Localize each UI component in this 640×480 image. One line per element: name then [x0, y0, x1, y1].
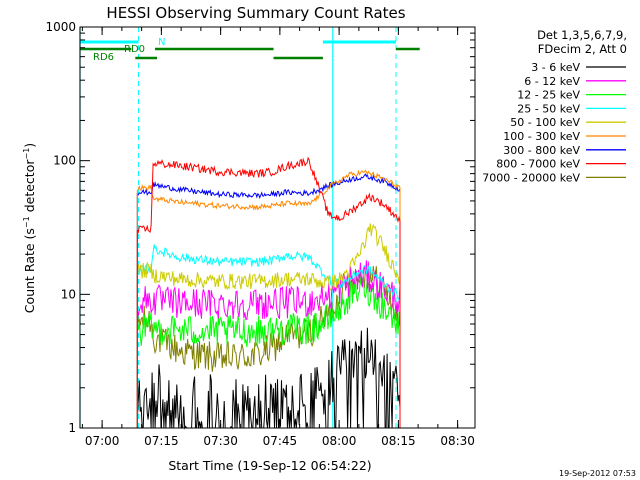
- chart-title: HESSI Observing Summary Count Rates: [106, 4, 405, 22]
- footer-timestamp: 19-Sep-2012 07:53: [559, 469, 636, 478]
- flag-bars-layer: N RD0 RD6: [80, 37, 420, 63]
- x-tick-label: 07:30: [203, 434, 238, 448]
- x-tick-label: 07:15: [144, 434, 179, 448]
- y-tick-label: 1000: [45, 20, 76, 34]
- legend: Det 1,3,5,6,7,9, FDecim 2, Att 0 3 - 6 k…: [482, 28, 627, 184]
- x-tick-label: 07:45: [263, 434, 298, 448]
- legend-label: 7000 - 20000 keV: [482, 171, 580, 184]
- legend-label: 800 - 7000 keV: [496, 158, 580, 171]
- flag-label-n: N: [158, 37, 165, 48]
- series-line-25-50kev: [136, 244, 401, 428]
- x-tick-label: 07:00: [85, 434, 120, 448]
- legend-header-line2: FDecim 2, Att 0: [538, 42, 627, 56]
- series-line-800-7000kev: [136, 156, 401, 428]
- flag-label-rd0: RD0: [124, 44, 145, 55]
- x-tick-label: 08:30: [440, 434, 475, 448]
- legend-label: 25 - 50 keV: [517, 102, 580, 115]
- x-axis-label: Start Time (19-Sep-12 06:54:22): [168, 458, 371, 473]
- series-line-100-300kev: [136, 169, 401, 428]
- flag-label-rd6: RD6: [93, 52, 114, 63]
- legend-label: 6 - 12 keV: [524, 75, 580, 88]
- legend-label: 100 - 300 keV: [503, 130, 580, 143]
- series-line-300-800kev: [136, 173, 401, 428]
- legend-label: 50 - 100 keV: [510, 116, 580, 129]
- plot-frame: [79, 26, 476, 429]
- axis-layer: 1 10 100 1000 07:00 07:15 07:30 07:45 08:00 08:15…: [45, 20, 476, 448]
- y-tick-label: 10: [61, 287, 76, 301]
- legend-label: 3 - 6 keV: [531, 61, 580, 74]
- y-tick-label: 1: [68, 421, 76, 435]
- legend-label: 300 - 800 keV: [503, 144, 580, 157]
- legend-label: 12 - 25 keV: [517, 89, 580, 102]
- legend-header-line1: Det 1,3,5,6,7,9,: [537, 28, 627, 42]
- y-tick-label: 100: [53, 154, 76, 168]
- series-line-6-12kev: [136, 260, 401, 428]
- x-tick-label: 08:15: [381, 434, 416, 448]
- series-line-50-100kev: [136, 223, 401, 428]
- y-axis-label: Count Rate (s−1 detector−1): [22, 143, 37, 313]
- series-line-12-25kev: [136, 275, 401, 428]
- series-layer: [136, 156, 401, 430]
- series-line-3-6kev: [136, 327, 401, 430]
- x-tick-label: 08:00: [322, 434, 357, 448]
